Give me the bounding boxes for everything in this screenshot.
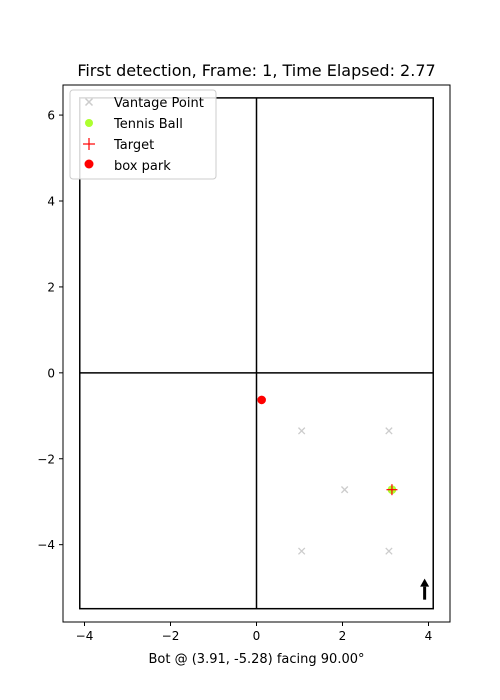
vantage-point-point-3-stroke-b [340, 486, 349, 494]
box-park-point-1 [257, 395, 266, 405]
x-tick-label-4: 4 [425, 629, 433, 643]
chart-title: First detection, Frame: 1, Time Elapsed:… [77, 61, 435, 80]
x-axis-label: Bot @ (3.91, -5.28) facing 90.00° [149, 652, 365, 667]
x-tick-label-0: 0 [253, 629, 261, 643]
x-tick-label-4: −4 [76, 629, 94, 643]
y-tick-label-2: −2 [37, 452, 55, 466]
vantage-point-point-1 [297, 427, 306, 435]
vantage-point-point-4 [297, 547, 306, 555]
legend-label-box-park: box park [114, 159, 171, 174]
legend-marker-target [83, 138, 95, 150]
vantage-point-point-2 [385, 427, 393, 435]
bot-arrow-head [420, 578, 430, 587]
axis-ticks: −4 −2 0 2 4 −4 −2 0 2 4 6 [37, 109, 432, 643]
legend: Vantage Point Tennis Ball Target box par… [69, 89, 217, 180]
vantage-point-point-4-stroke-b [297, 547, 306, 555]
y-tick-label-0: 0 [47, 366, 55, 380]
vantage-point-point-5 [385, 547, 393, 555]
y-tick-label-2: 2 [47, 280, 55, 294]
vantage-point-point-2-stroke-b [385, 427, 393, 435]
bot-heading-arrow [420, 578, 430, 600]
legend-label-vantage-point: Vantage Point [114, 96, 204, 111]
legend-box [69, 89, 217, 180]
x-tick-label-2: −2 [162, 629, 180, 643]
y-tick-label-4: 4 [47, 194, 55, 208]
target-point-1 [386, 484, 398, 496]
legend-label-tennis-ball: Tennis Ball [113, 117, 183, 132]
vantage-point-point-5-stroke-b [385, 547, 393, 555]
legend-marker-tennis-ball [85, 119, 93, 127]
y-tick-label-6: 6 [47, 109, 55, 123]
legend-marker-box-park [84, 159, 94, 169]
vantage-point-point-3 [340, 486, 349, 494]
vantage-point-point-1-stroke-b [297, 427, 306, 435]
legend-label-target: Target [113, 138, 154, 153]
legend-marker-vantage-point [84, 97, 94, 107]
x-tick-label-2: 2 [339, 629, 347, 643]
y-tick-label-4: −4 [37, 538, 55, 552]
plot-area [79, 97, 434, 610]
